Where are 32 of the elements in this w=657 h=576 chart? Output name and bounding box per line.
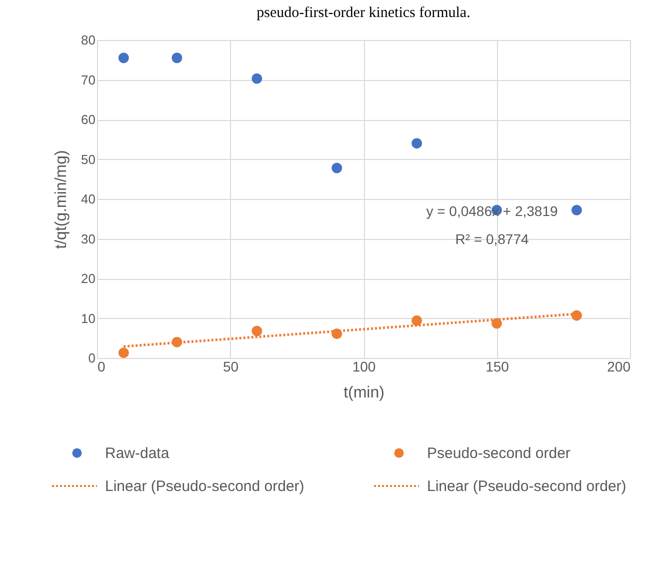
point xyxy=(252,326,262,336)
x-tick-label: 150 xyxy=(486,358,510,374)
point xyxy=(118,348,129,358)
x-tick-label: 100 xyxy=(352,358,376,374)
y-tick-label: 10 xyxy=(81,310,96,326)
y-tick-label: 50 xyxy=(81,152,96,167)
x-tick-label: 0 xyxy=(98,358,106,374)
y-tick-label: 80 xyxy=(81,32,96,48)
annotation: R² = 0,8774 xyxy=(455,231,529,247)
point xyxy=(412,315,422,326)
y-tick-label: 60 xyxy=(81,112,96,127)
text: Linear (Pseudo-second order) xyxy=(427,478,626,495)
point xyxy=(172,52,182,64)
legend-label: Linear (Pseudo-second order) xyxy=(105,478,304,495)
y-axis-title: t/qt(g.min/mg) xyxy=(53,150,70,249)
x-tick-label: 50 xyxy=(222,358,239,374)
y-tick-label: 70 xyxy=(81,72,96,88)
point xyxy=(412,138,422,149)
point xyxy=(252,73,262,84)
y-tick-label: 20 xyxy=(81,271,96,286)
point xyxy=(571,310,582,321)
x-axis-title: t(min) xyxy=(344,384,384,402)
legend-label: Pseudo-second order xyxy=(427,445,570,462)
point xyxy=(571,204,582,216)
point xyxy=(118,52,129,64)
x-tick-label: 200 xyxy=(607,358,631,374)
y-tick-label: 30 xyxy=(81,231,96,246)
text: pseudo-first-order kinetics formula. xyxy=(256,5,470,21)
y-tick-label: 40 xyxy=(81,192,96,206)
point xyxy=(332,162,342,174)
legend-label: Raw-data xyxy=(105,445,170,462)
point xyxy=(492,318,502,329)
